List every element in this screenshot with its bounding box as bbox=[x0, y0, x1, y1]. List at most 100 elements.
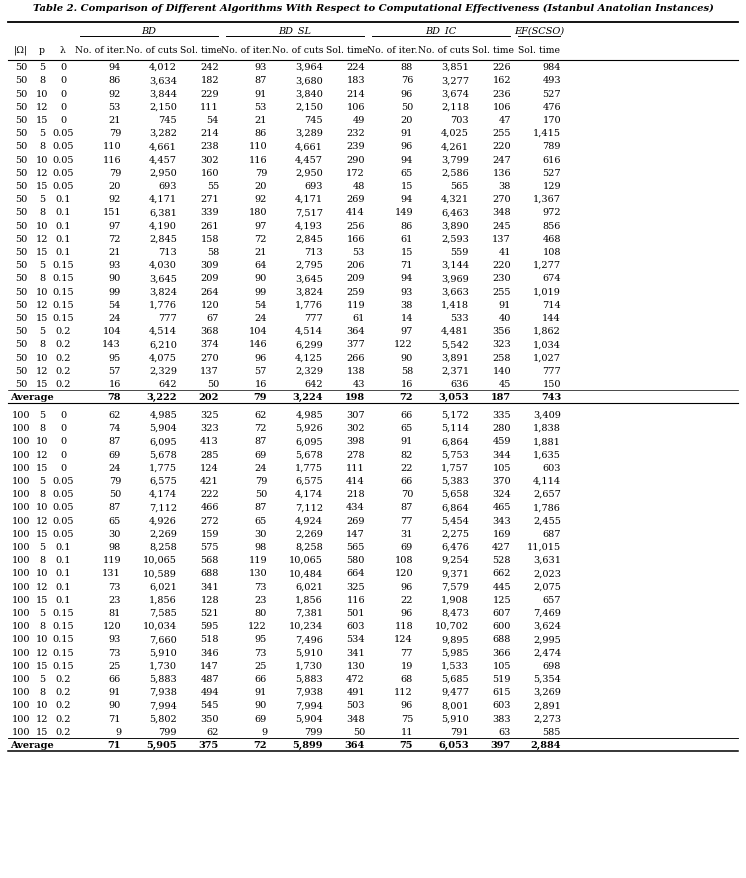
Text: 80: 80 bbox=[254, 608, 267, 617]
Text: 4,075: 4,075 bbox=[149, 353, 177, 362]
Text: 0.05: 0.05 bbox=[52, 503, 74, 512]
Text: 94: 94 bbox=[401, 155, 413, 164]
Text: 158: 158 bbox=[201, 234, 219, 243]
Text: 79: 79 bbox=[254, 392, 267, 401]
Text: 269: 269 bbox=[346, 195, 365, 204]
Text: 66: 66 bbox=[401, 477, 413, 486]
Text: 4,190: 4,190 bbox=[149, 221, 177, 230]
Text: 20: 20 bbox=[109, 182, 121, 191]
Text: 187: 187 bbox=[491, 392, 511, 401]
Text: 79: 79 bbox=[254, 477, 267, 486]
Text: 23: 23 bbox=[108, 595, 121, 604]
Text: 57: 57 bbox=[109, 366, 121, 375]
Text: 180: 180 bbox=[248, 208, 267, 217]
Text: 1,862: 1,862 bbox=[533, 327, 561, 335]
Text: 79: 79 bbox=[109, 129, 121, 138]
Text: 99: 99 bbox=[109, 287, 121, 296]
Text: 209: 209 bbox=[201, 274, 219, 283]
Text: 5,883: 5,883 bbox=[149, 674, 177, 683]
Text: 90: 90 bbox=[401, 353, 413, 362]
Text: 92: 92 bbox=[109, 195, 121, 204]
Text: 116: 116 bbox=[248, 155, 267, 164]
Text: 96: 96 bbox=[401, 142, 413, 151]
Text: 7,579: 7,579 bbox=[441, 582, 469, 591]
Text: 0: 0 bbox=[60, 76, 66, 85]
Text: 43: 43 bbox=[353, 379, 365, 388]
Text: 364: 364 bbox=[345, 740, 365, 749]
Text: 3,631: 3,631 bbox=[533, 556, 561, 565]
Text: 4,926: 4,926 bbox=[149, 516, 177, 525]
Text: 100: 100 bbox=[12, 503, 31, 512]
Text: 10,065: 10,065 bbox=[143, 556, 177, 565]
Text: 6,210: 6,210 bbox=[149, 340, 177, 349]
Text: 87: 87 bbox=[254, 437, 267, 446]
Text: 0.2: 0.2 bbox=[55, 714, 71, 723]
Text: 3,645: 3,645 bbox=[149, 274, 177, 283]
Text: 30: 30 bbox=[254, 529, 267, 538]
Text: |Ω|: |Ω| bbox=[14, 45, 28, 54]
Text: 66: 66 bbox=[254, 674, 267, 683]
Text: 1,019: 1,019 bbox=[533, 287, 561, 296]
Text: 50: 50 bbox=[15, 76, 27, 85]
Text: No. of cuts: No. of cuts bbox=[419, 46, 470, 54]
Text: 57: 57 bbox=[254, 366, 267, 375]
Text: 104: 104 bbox=[248, 327, 267, 335]
Text: 533: 533 bbox=[451, 313, 469, 322]
Text: 111: 111 bbox=[346, 464, 365, 472]
Text: 270: 270 bbox=[201, 353, 219, 362]
Text: 50: 50 bbox=[15, 90, 27, 98]
Text: 5,114: 5,114 bbox=[441, 424, 469, 433]
Text: 615: 615 bbox=[492, 687, 511, 696]
Text: 15: 15 bbox=[36, 595, 48, 604]
Text: 346: 346 bbox=[201, 648, 219, 657]
Text: 92: 92 bbox=[254, 195, 267, 204]
Text: 10: 10 bbox=[36, 503, 48, 512]
Text: 713: 713 bbox=[304, 248, 323, 256]
Text: 15: 15 bbox=[36, 727, 48, 736]
Text: 8,258: 8,258 bbox=[295, 543, 323, 551]
Text: 24: 24 bbox=[254, 464, 267, 472]
Text: 10: 10 bbox=[36, 90, 48, 98]
Text: 503: 503 bbox=[346, 701, 365, 709]
Text: 12: 12 bbox=[36, 714, 48, 723]
Text: 521: 521 bbox=[201, 608, 219, 617]
Text: 50: 50 bbox=[15, 116, 27, 125]
Text: 16: 16 bbox=[401, 379, 413, 388]
Text: 100: 100 bbox=[12, 477, 31, 486]
Text: 7,938: 7,938 bbox=[149, 687, 177, 696]
Text: 1,415: 1,415 bbox=[533, 129, 561, 138]
Text: 61: 61 bbox=[401, 234, 413, 243]
Text: 5: 5 bbox=[39, 608, 45, 617]
Text: 258: 258 bbox=[492, 353, 511, 362]
Text: 0.05: 0.05 bbox=[52, 142, 74, 151]
Text: 74: 74 bbox=[108, 424, 121, 433]
Text: 0: 0 bbox=[60, 116, 66, 125]
Text: 222: 222 bbox=[200, 490, 219, 499]
Text: 15: 15 bbox=[36, 529, 48, 538]
Text: 50: 50 bbox=[15, 300, 27, 309]
Text: 5: 5 bbox=[39, 261, 45, 270]
Text: 0.2: 0.2 bbox=[55, 674, 71, 683]
Text: 4,985: 4,985 bbox=[149, 410, 177, 420]
Text: 1,027: 1,027 bbox=[533, 353, 561, 362]
Text: 527: 527 bbox=[542, 90, 561, 98]
Text: 96: 96 bbox=[254, 353, 267, 362]
Text: 6,053: 6,053 bbox=[439, 740, 469, 749]
Text: 70: 70 bbox=[401, 490, 413, 499]
Text: 323: 323 bbox=[492, 340, 511, 349]
Text: 585: 585 bbox=[542, 727, 561, 736]
Text: 6,476: 6,476 bbox=[441, 543, 469, 551]
Text: Sol. time: Sol. time bbox=[518, 46, 560, 54]
Text: 0: 0 bbox=[60, 424, 66, 433]
Text: 77: 77 bbox=[401, 648, 413, 657]
Text: 1,367: 1,367 bbox=[533, 195, 561, 204]
Text: 90: 90 bbox=[109, 274, 121, 283]
Text: 8: 8 bbox=[39, 556, 45, 565]
Text: 459: 459 bbox=[492, 437, 511, 446]
Text: 79: 79 bbox=[109, 477, 121, 486]
Text: 143: 143 bbox=[102, 340, 121, 349]
Text: 50: 50 bbox=[15, 366, 27, 375]
Text: 10: 10 bbox=[36, 353, 48, 362]
Text: 2,150: 2,150 bbox=[149, 103, 177, 112]
Text: 15: 15 bbox=[36, 248, 48, 256]
